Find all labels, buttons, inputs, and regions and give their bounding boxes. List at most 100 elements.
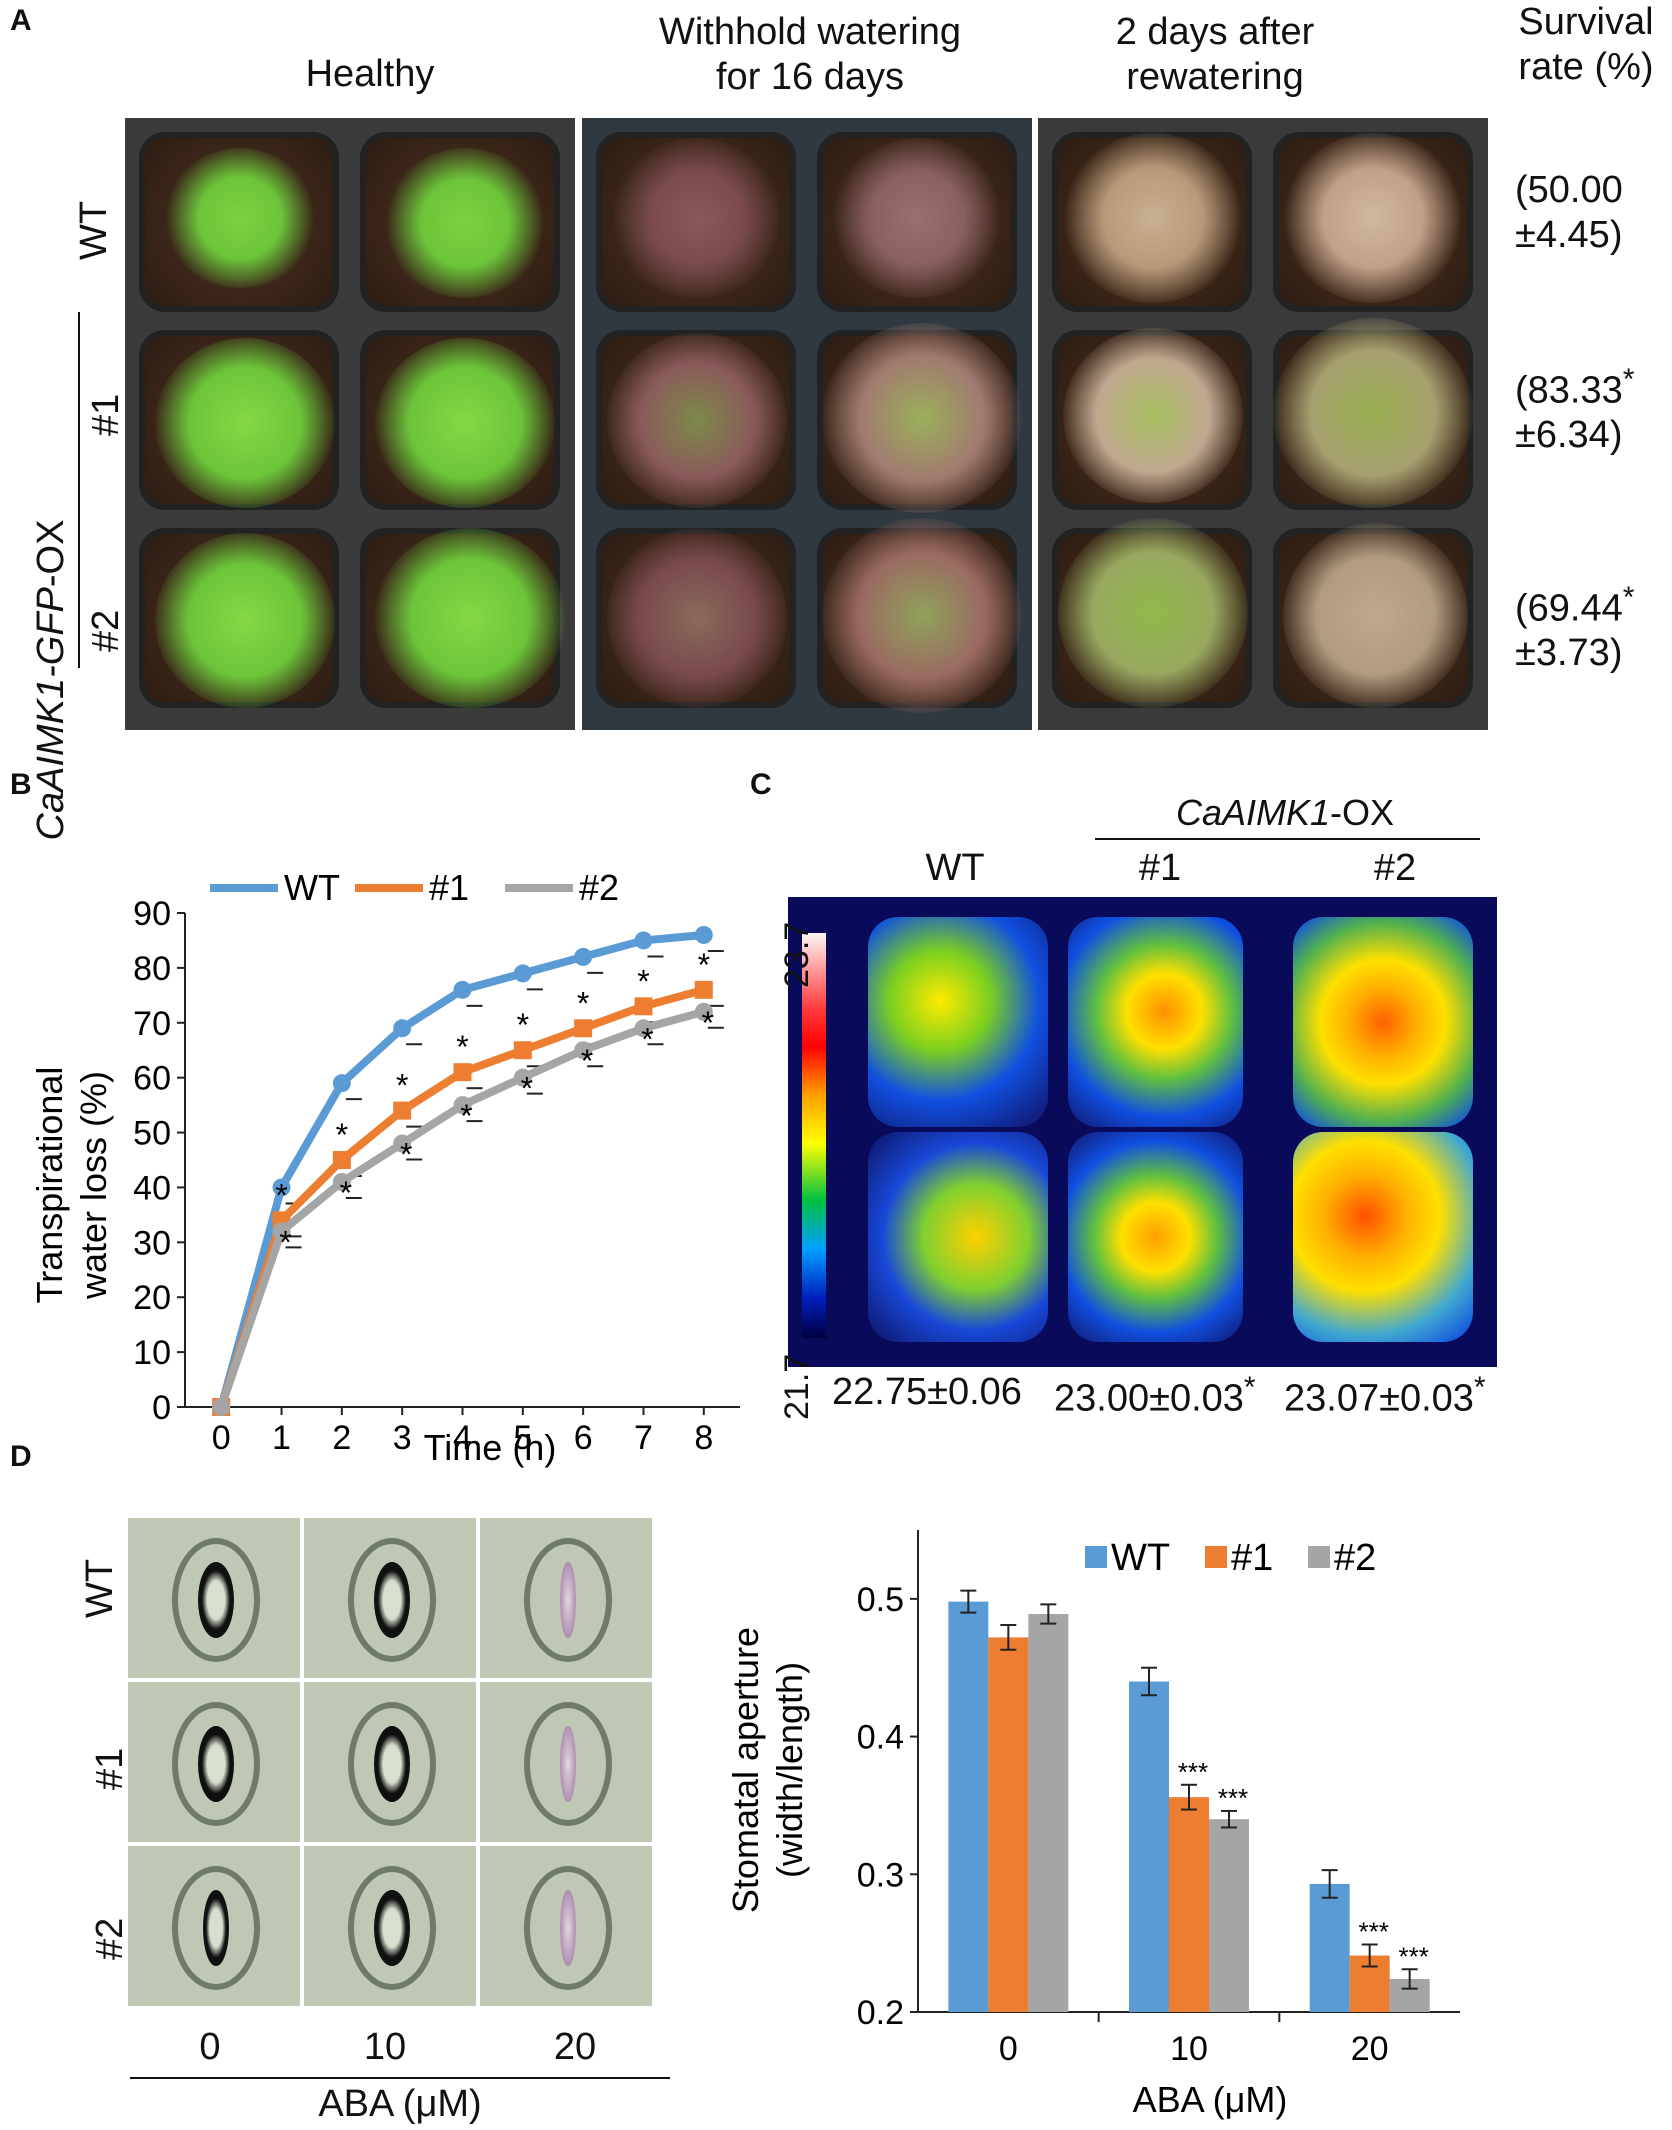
chart-b-point bbox=[574, 1041, 593, 1060]
chart-b-sig-star: * bbox=[641, 1021, 653, 1057]
chart-d-xtick-label: 20 bbox=[1351, 2030, 1389, 2068]
guard-cells bbox=[524, 1538, 612, 1662]
survival-wt-mean: (50.00 bbox=[1515, 169, 1623, 211]
chart-d-sig-label: *** bbox=[1218, 1783, 1248, 1813]
row-label-2: #2 bbox=[85, 609, 127, 652]
survival-wt-sd: ±4.45) bbox=[1515, 213, 1623, 256]
chart-b-sig-star: * bbox=[456, 1029, 468, 1065]
guard-cells bbox=[348, 1866, 436, 1990]
chart-d-bar bbox=[1028, 1614, 1069, 2012]
survival-2-sd: ±3.73) bbox=[1515, 632, 1623, 675]
chart-d-legend-label: WT bbox=[1111, 1537, 1170, 1579]
chart-b-point bbox=[393, 1101, 412, 1120]
chart-b-point bbox=[513, 1068, 532, 1087]
chart-b-sig-star: * bbox=[336, 1117, 348, 1153]
stoma-image bbox=[126, 1844, 302, 2008]
temp-2-value: 23.07±0.03 bbox=[1284, 1377, 1474, 1420]
panel-a-letter: A bbox=[10, 4, 32, 37]
chart-b-ytick-label: 0 bbox=[152, 1389, 171, 1427]
stoma-pore bbox=[203, 1890, 229, 1966]
survival-2: (69.44* ±3.73) bbox=[1515, 580, 1634, 676]
chart-b-sig-star: * bbox=[517, 1007, 529, 1043]
chart-b-ylabel-1: Transpirational bbox=[29, 1067, 70, 1304]
chart-b-ytick-label: 80 bbox=[133, 950, 171, 988]
chart-b-ytick-label: 50 bbox=[133, 1115, 171, 1153]
chart-d-bar bbox=[988, 1637, 1029, 2012]
chart-d-ylabel-1: Stomatal aperture bbox=[725, 1627, 766, 1913]
chart-b-sig-star: * bbox=[698, 947, 710, 983]
stoma-pore bbox=[198, 1562, 234, 1638]
chart-d-ytick-label: 0.2 bbox=[857, 1994, 904, 2032]
chart-d-ytick-label: 0.5 bbox=[857, 1581, 904, 1619]
chart-d-sig-label: *** bbox=[1178, 1757, 1208, 1787]
temp-1-value: 23.00±0.03 bbox=[1054, 1377, 1244, 1420]
survival-1-sd: ±6.34) bbox=[1515, 414, 1623, 457]
guard-cells bbox=[524, 1702, 612, 1826]
chart-b-line-WT bbox=[217, 930, 705, 1409]
chart-b-point bbox=[634, 997, 653, 1016]
chart-b-xtick-label: 8 bbox=[694, 1419, 713, 1457]
chart-b-point bbox=[574, 1019, 593, 1038]
chart-b-sig-star: * bbox=[577, 985, 589, 1021]
chart-b-legend: WT #1 #2 bbox=[210, 867, 619, 908]
temp-2-star: * bbox=[1473, 1371, 1486, 1404]
chart-b-sig-star: * bbox=[340, 1175, 352, 1211]
header-rewatering: 2 days after rewatering bbox=[1115, 11, 1315, 98]
chart-b-point bbox=[453, 1063, 472, 1082]
chart-d-axes: 0.2 0.3 0.4 0.5 0 10 20 bbox=[857, 1530, 1460, 2068]
chart-b-point bbox=[694, 1002, 713, 1021]
chart-d-ylabel-2: (width/length) bbox=[769, 1662, 810, 1878]
chart-b-xtick-label: 1 bbox=[272, 1419, 291, 1457]
chart-b-sig-star: * bbox=[275, 1177, 287, 1213]
panel-b-letter: B bbox=[10, 768, 32, 801]
temp-1-star: * bbox=[1243, 1371, 1256, 1404]
chart-b-point bbox=[694, 980, 713, 999]
stomata-col-0: 0 bbox=[199, 2026, 221, 2068]
chart-b-series: * * * * * * * * * * * * * * * * bbox=[212, 925, 724, 1416]
chart-b-point bbox=[453, 980, 472, 999]
header-healthy: Healthy bbox=[305, 53, 435, 95]
chart-b-xtick-label: 4 bbox=[453, 1419, 472, 1457]
chart-b-point bbox=[332, 1172, 351, 1191]
photo-withhold bbox=[582, 118, 1032, 730]
header-survival: Survival rate (%) bbox=[1518, 1, 1654, 88]
chart-b-xtick-label: 2 bbox=[332, 1419, 351, 1457]
chart-d-bar bbox=[1309, 1883, 1350, 2012]
chart-b-legend-label: #2 bbox=[579, 867, 619, 908]
temp-wt: 22.75±0.06 bbox=[832, 1370, 1022, 1415]
chart-b-point bbox=[574, 947, 593, 966]
chart-d-legend-swatch bbox=[1085, 1546, 1107, 1568]
temp-wt-value: 22.75±0.06 bbox=[832, 1371, 1022, 1413]
scale-max: 23.7 bbox=[778, 921, 816, 988]
chart-b-ytick-label: 40 bbox=[133, 1169, 171, 1207]
survival-1: (83.33* ±6.34) bbox=[1515, 362, 1634, 458]
temp-1: 23.00±0.03* bbox=[1054, 1370, 1256, 1421]
stoma-image bbox=[302, 1844, 478, 2008]
row-label-1: #1 bbox=[85, 393, 127, 436]
stoma-pore bbox=[374, 1890, 410, 1966]
stoma-pore bbox=[560, 1726, 576, 1802]
guard-cells bbox=[348, 1702, 436, 1826]
chart-b-sig-star: * bbox=[400, 1137, 412, 1173]
chart-d-sig-label: *** bbox=[1358, 1917, 1388, 1947]
stomata-col-10: 10 bbox=[363, 2026, 407, 2068]
panel-c-col-wt: WT bbox=[925, 847, 985, 889]
panel-c-col-2: #2 bbox=[1373, 847, 1417, 889]
stoma-image bbox=[478, 1680, 654, 1844]
stoma-image bbox=[478, 1516, 654, 1680]
chart-d-legend-label: #2 bbox=[1334, 1537, 1376, 1579]
chart-b-sig-star: * bbox=[460, 1098, 472, 1134]
chart-d-bar bbox=[1209, 1819, 1249, 2012]
chart-b-point bbox=[272, 1178, 291, 1197]
temp-2: 23.07±0.03* bbox=[1284, 1370, 1486, 1421]
chart-d-legend-swatch bbox=[1205, 1546, 1227, 1568]
chart-b-xtick-label: 0 bbox=[212, 1419, 231, 1457]
panel-c-col-1: #1 bbox=[1138, 847, 1182, 889]
chart-d-sig-label: *** bbox=[1398, 1941, 1428, 1971]
chart-b-xtick-label: 7 bbox=[634, 1419, 653, 1457]
chart-b-point bbox=[393, 1134, 412, 1153]
chart-b-point bbox=[694, 925, 713, 944]
chart-b-point bbox=[453, 1096, 472, 1115]
stoma-image bbox=[302, 1516, 478, 1680]
stomata-xlabel: ABA (μM) bbox=[318, 2083, 482, 2125]
